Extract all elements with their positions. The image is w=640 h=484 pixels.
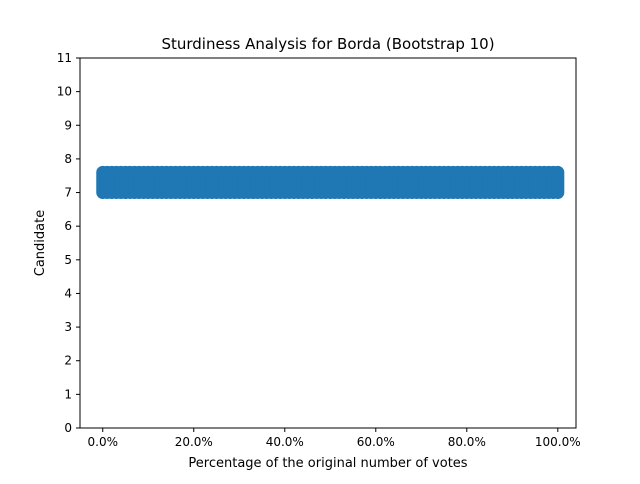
plot-marks [96, 165, 565, 200]
y-axis: 0 1 2 3 4 5 6 7 8 9 10 11 [57, 51, 80, 435]
y-tick-label: 0 [64, 421, 72, 435]
x-tick-label: 20.0% [175, 435, 213, 449]
x-axis-label: Percentage of the original number of vot… [188, 456, 467, 471]
chart-title: Sturdiness Analysis for Borda (Bootstrap… [161, 35, 494, 53]
y-tick-label: 9 [64, 118, 72, 132]
x-tick-label: 40.0% [266, 435, 304, 449]
x-tick-label: 80.0% [448, 435, 486, 449]
y-tick-label: 4 [64, 286, 72, 300]
y-tick-label: 6 [64, 219, 72, 233]
y-tick-label: 3 [64, 320, 72, 334]
y-tick-label: 2 [64, 354, 72, 368]
y-tick-label: 1 [64, 387, 72, 401]
y-tick-label: 10 [57, 85, 72, 99]
y-tick-label: 11 [57, 51, 72, 65]
y-tick-label: 7 [64, 186, 72, 200]
y-tick-label: 5 [64, 253, 72, 267]
y-tick-label: 8 [64, 152, 72, 166]
x-axis: 0.0% 20.0% 40.0% 60.0% 80.0% 100.0% [88, 428, 581, 449]
x-tick-label: 0.0% [88, 435, 119, 449]
y-axis-label: Candidate [33, 210, 48, 276]
plot-frame [79, 57, 577, 429]
x-tick-label: 100.0% [535, 435, 581, 449]
x-tick-label: 60.0% [357, 435, 395, 449]
